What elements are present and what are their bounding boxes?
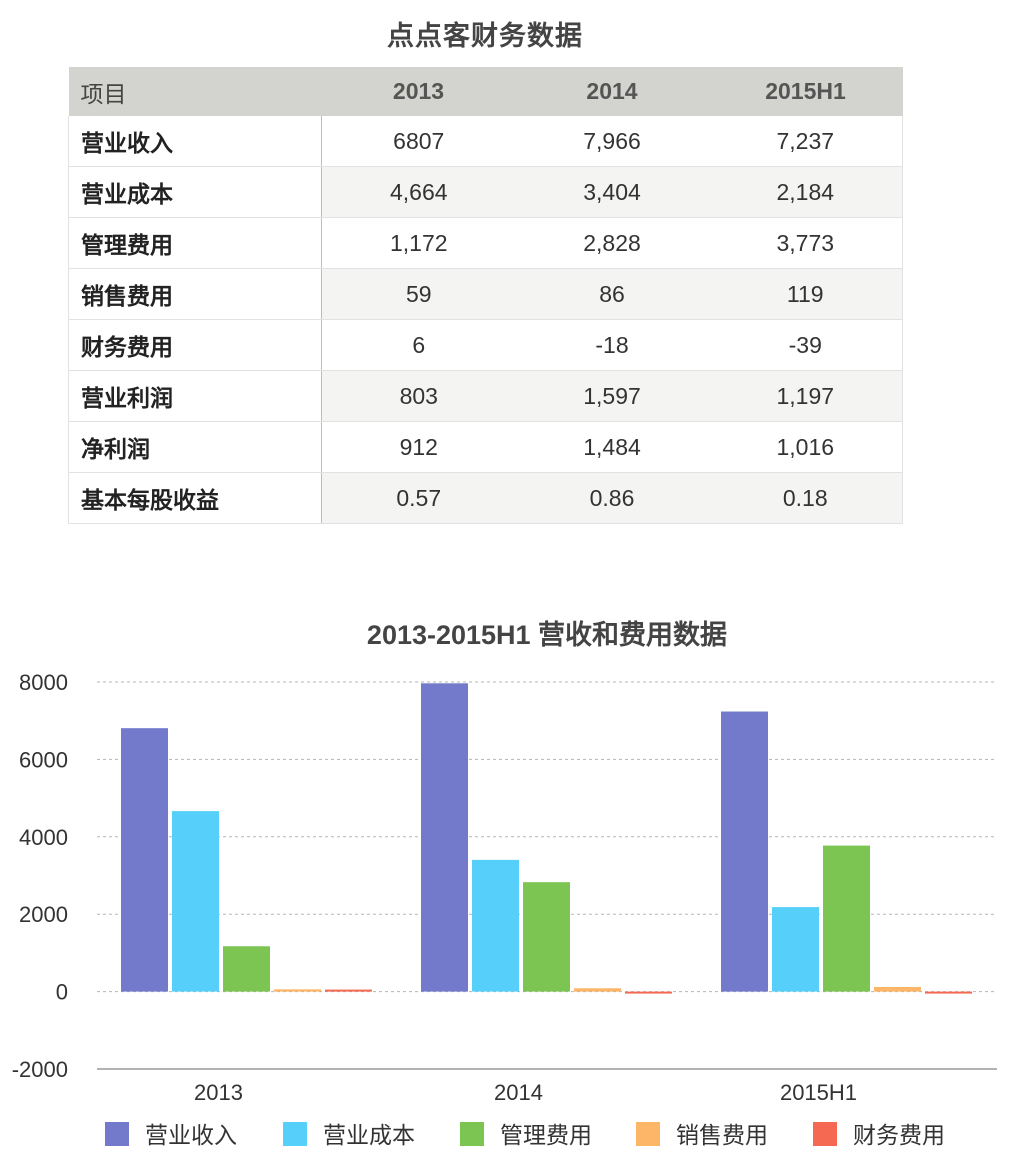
- cell-value: 59: [321, 268, 516, 320]
- bar-0-3: [274, 989, 321, 992]
- header-2013: 2013: [321, 67, 516, 116]
- y-tick-label: 8000: [19, 670, 68, 695]
- legend-item: 营业收入: [105, 1122, 237, 1148]
- chart-bars: [121, 683, 972, 994]
- table-row: 基本每股收益 0.57 0.86 0.18: [68, 472, 903, 524]
- cell-value: 7,966: [515, 116, 709, 167]
- financial-table: 项目 2013 2014 2015H1 营业收入 6807 7,966 7,23…: [68, 67, 903, 524]
- cell-value: 2,828: [515, 217, 709, 269]
- bar-2-1: [772, 907, 819, 992]
- y-tick-label: 6000: [19, 747, 68, 772]
- bar-0-4: [325, 989, 372, 992]
- bar-2-0: [721, 711, 768, 992]
- x-axis-ticks: 2013 2014 2015H1: [194, 1080, 857, 1105]
- cell-value: 0.18: [708, 472, 903, 524]
- row-label: 营业成本: [68, 166, 322, 218]
- row-label: 管理费用: [68, 217, 322, 269]
- bar-2-4: [925, 991, 972, 994]
- row-label: 销售费用: [68, 268, 322, 320]
- cell-value: 0.57: [321, 472, 516, 524]
- legend-item: 销售费用: [636, 1122, 768, 1148]
- cell-value: 2,184: [708, 166, 903, 218]
- cell-value: 803: [321, 370, 516, 422]
- cell-value: -18: [515, 319, 709, 371]
- cell-value: 6807: [321, 116, 516, 167]
- bar-0-2: [223, 946, 270, 992]
- cell-value: 1,172: [321, 217, 516, 269]
- x-tick-label: 2014: [494, 1080, 543, 1105]
- legend-swatch: [283, 1122, 307, 1146]
- table-row: 营业成本 4,664 3,404 2,184: [68, 166, 903, 218]
- bar-2-3: [874, 986, 921, 992]
- cell-value: 86: [515, 268, 709, 320]
- legend-label: 管理费用: [500, 1122, 592, 1148]
- bar-1-2: [523, 882, 570, 992]
- cell-value: 7,237: [708, 116, 903, 167]
- legend-swatch: [105, 1122, 129, 1146]
- legend-label: 财务费用: [853, 1122, 945, 1148]
- y-tick-label: 0: [56, 980, 68, 1005]
- bar-1-4: [625, 991, 672, 994]
- table-row: 净利润 912 1,484 1,016: [68, 421, 903, 473]
- legend-swatch: [636, 1122, 660, 1146]
- table-row: 营业利润 803 1,597 1,197: [68, 370, 903, 422]
- cell-value: 4,664: [321, 166, 516, 218]
- row-label: 基本每股收益: [68, 472, 322, 524]
- cell-value: 912: [321, 421, 516, 473]
- row-label: 营业利润: [68, 370, 322, 422]
- cell-value: 1,016: [708, 421, 903, 473]
- table-header-row: 项目 2013 2014 2015H1: [68, 67, 903, 116]
- table-row: 销售费用 59 86 119: [68, 268, 903, 320]
- table-title: 点点客财务数据: [387, 21, 583, 51]
- y-tick-label: 2000: [19, 902, 68, 927]
- row-label: 营业收入: [68, 116, 322, 167]
- x-tick-label: 2013: [194, 1080, 243, 1105]
- legend-swatch: [813, 1122, 837, 1146]
- table-row: 营业收入 6807 7,966 7,237: [68, 116, 903, 167]
- row-label: 净利润: [68, 421, 322, 473]
- legend-item: 营业成本: [283, 1122, 415, 1148]
- cell-value: 1,484: [515, 421, 709, 473]
- y-tick-label: -2000: [12, 1057, 68, 1082]
- header-2014: 2014: [515, 67, 709, 116]
- chart-legend: 营业收入 营业成本 管理费用 销售费用 财务费用: [105, 1122, 945, 1148]
- cell-value: 1,197: [708, 370, 903, 422]
- legend-label: 营业收入: [145, 1122, 237, 1148]
- header-item: 项目: [68, 67, 322, 116]
- bar-chart: 2013-2015H1 营收和费用数据 8000 6000 4000 2000 0 -20…: [12, 620, 997, 1148]
- y-axis-ticks: 8000 6000 4000 2000 0 -2000: [12, 670, 68, 1082]
- cell-value: 119: [708, 268, 903, 320]
- cell-value: 0.86: [515, 472, 709, 524]
- cell-value: 3,404: [515, 166, 709, 218]
- bar-1-3: [574, 988, 621, 992]
- legend-label: 销售费用: [676, 1122, 768, 1148]
- legend-item: 管理费用: [460, 1122, 592, 1148]
- legend-swatch: [460, 1122, 484, 1146]
- x-tick-label: 2015H1: [780, 1080, 857, 1105]
- bar-0-0: [121, 728, 168, 992]
- row-label: 财务费用: [68, 319, 322, 371]
- legend-item: 财务费用: [813, 1122, 945, 1148]
- bar-2-2: [823, 845, 870, 992]
- table-row: 管理费用 1,172 2,828 3,773: [68, 217, 903, 269]
- bar-0-1: [172, 811, 219, 992]
- y-tick-label: 4000: [19, 825, 68, 850]
- legend-label: 营业成本: [323, 1122, 415, 1148]
- bar-1-0: [421, 683, 468, 992]
- table-row: 财务费用 6 -18 -39: [68, 319, 903, 371]
- bar-1-1: [472, 859, 519, 992]
- cell-value: 1,597: [515, 370, 709, 422]
- cell-value: -39: [708, 319, 903, 371]
- cell-value: 3,773: [708, 217, 903, 269]
- cell-value: 6: [321, 319, 516, 371]
- chart-title: 2013-2015H1 营收和费用数据: [367, 620, 727, 650]
- header-2015h1: 2015H1: [708, 67, 903, 116]
